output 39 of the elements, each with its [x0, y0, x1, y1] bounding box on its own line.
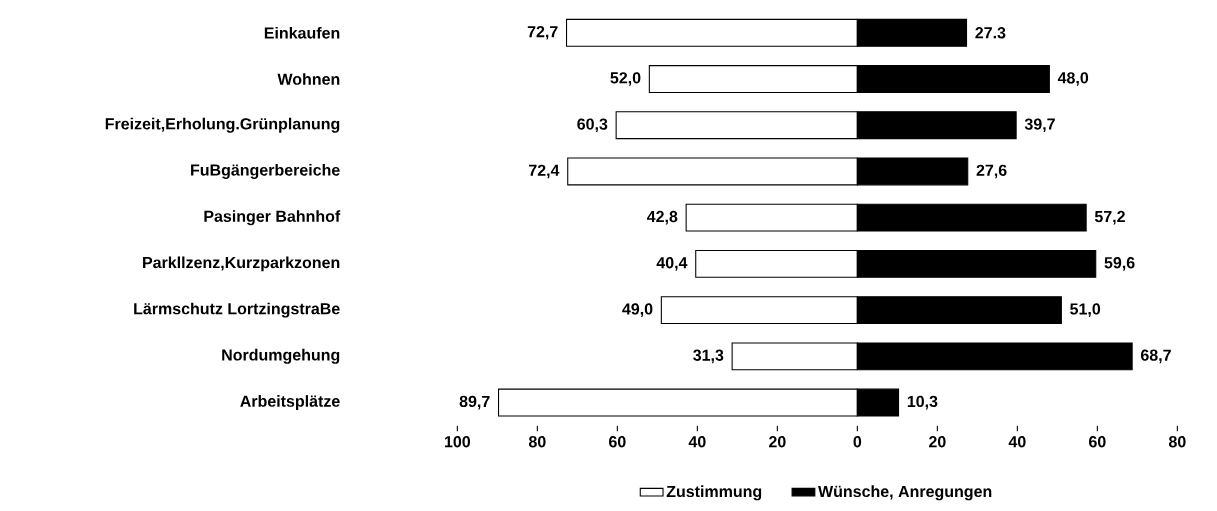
data-label: 31,3 [693, 349, 724, 364]
y-tick-label: Parkllzenz,Kurzparkzonen [143, 256, 340, 272]
data-label: 68,7 [1140, 349, 1171, 364]
data-label: 27,6 [976, 164, 1007, 179]
y-tick-label: Nordumgehung [222, 348, 340, 364]
legend-label: Zustimmung [666, 485, 762, 501]
data-label: 72,7 [527, 25, 558, 40]
x-tick-label: 100 [444, 436, 471, 448]
data-label: 40,4 [656, 257, 688, 271]
data-label: 48,0 [1057, 72, 1089, 86]
data-label: 60,3 [577, 118, 608, 133]
data-label: 51,0 [1070, 303, 1101, 317]
data-label: 27.3 [975, 27, 1006, 39]
x-tick-label: 40 [1008, 436, 1026, 448]
x-tick-label: 40 [688, 436, 706, 448]
y-tick-label: Pasinger Bahnhof [204, 210, 341, 226]
data-label: 59,6 [1104, 257, 1135, 271]
data-label: 57,2 [1094, 210, 1125, 225]
y-tick-label: Freizeit,Erholung.Grünplanung [105, 117, 340, 133]
x-tick-label: 80 [528, 436, 546, 448]
x-tick-label: 20 [769, 436, 786, 448]
data-label: 72,4 [529, 164, 560, 179]
y-tick-label: FuBgängerbereiche [191, 163, 340, 179]
data-label: 42,8 [646, 210, 678, 225]
x-tick-label: 20 [929, 436, 946, 448]
legend-label: Wünsche, Anregungen [818, 485, 992, 501]
data-label: 52,0 [610, 72, 641, 86]
data-label: 89,7 [459, 395, 490, 410]
x-tick-label: 80 [1168, 436, 1186, 448]
data-label: 10,3 [907, 395, 938, 410]
y-tick-label: Einkaufen [264, 26, 340, 39]
y-tick-label: Lärmschutz LortzingstraBe [134, 302, 340, 318]
x-tick-label: 60 [1089, 436, 1106, 448]
data-label: 39,7 [1024, 118, 1055, 133]
x-tick-label: 60 [609, 436, 626, 448]
data-label: 49,0 [622, 303, 653, 317]
x-tick-label: 0 [853, 436, 862, 448]
y-tick-label: Wohnen [277, 73, 340, 85]
y-tick-label: Arbeitsplätze [240, 395, 340, 411]
